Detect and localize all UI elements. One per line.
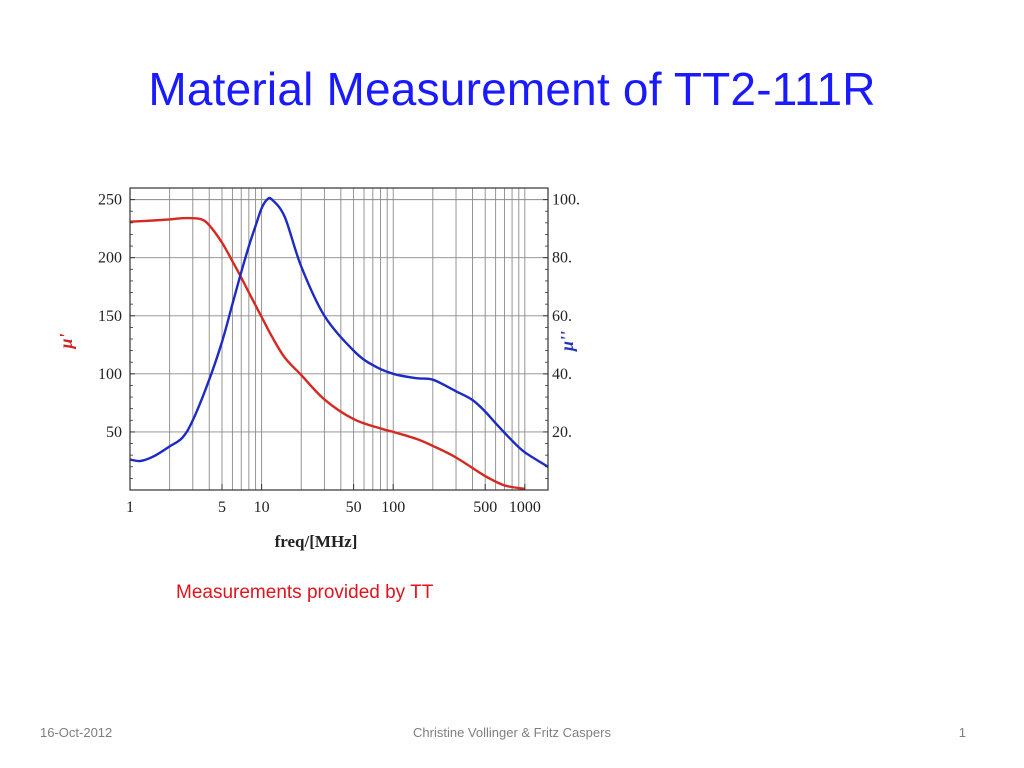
x-tick-label: 1 [126,499,134,516]
permeability-chart: 50 100 150 200 250 20. 40. 60. 80. 100. 1 5 10 50 100 5… [56,187,580,551]
x-tick-label: 1000 [509,499,541,516]
x-axis-label: freq/[MHz] [275,532,358,551]
tick-layer: 50 100 150 200 250 20. 40. 60. 80. 100. 1 5 10 50 100 5… [98,192,580,516]
plot-area-background [130,188,548,490]
y-right-tick-label: 20. [552,424,572,441]
y-left-tick-label: 100 [98,366,122,383]
y-right-tick-label: 60. [552,308,572,325]
x-tick-label: 50 [346,499,362,516]
footer-page-number: 1 [958,725,966,740]
y-left-tick-label: 150 [98,308,122,325]
slide-title: Material Measurement of TT2-111R [148,63,876,115]
y-right-tick-label: 40. [552,366,572,383]
series-line-mu-prime [129,216,525,490]
y-right-tick-label: 80. [552,250,572,267]
y-axis-right-label: μ'' [557,331,577,352]
series-line-mu-double-prime [129,196,549,468]
series-layer [129,196,549,490]
y-left-tick-label: 50 [106,424,122,441]
x-tick-label: 100 [381,499,405,516]
x-tick-label: 10 [254,499,270,516]
x-tick-label: 5 [218,499,226,516]
x-tick-label: 500 [473,499,497,516]
footer-authors: Christine Vollinger & Fritz Caspers [413,725,611,740]
grid-lines [130,188,548,490]
y-right-tick-label: 100. [552,192,580,209]
y-left-tick-label: 200 [98,250,122,267]
y-axis-left-label: μ' [56,333,76,349]
footer-date: 16-Oct-2012 [40,725,113,740]
y-left-tick-label: 250 [98,192,122,209]
caption-measurements: Measurements provided by TT [176,582,434,603]
